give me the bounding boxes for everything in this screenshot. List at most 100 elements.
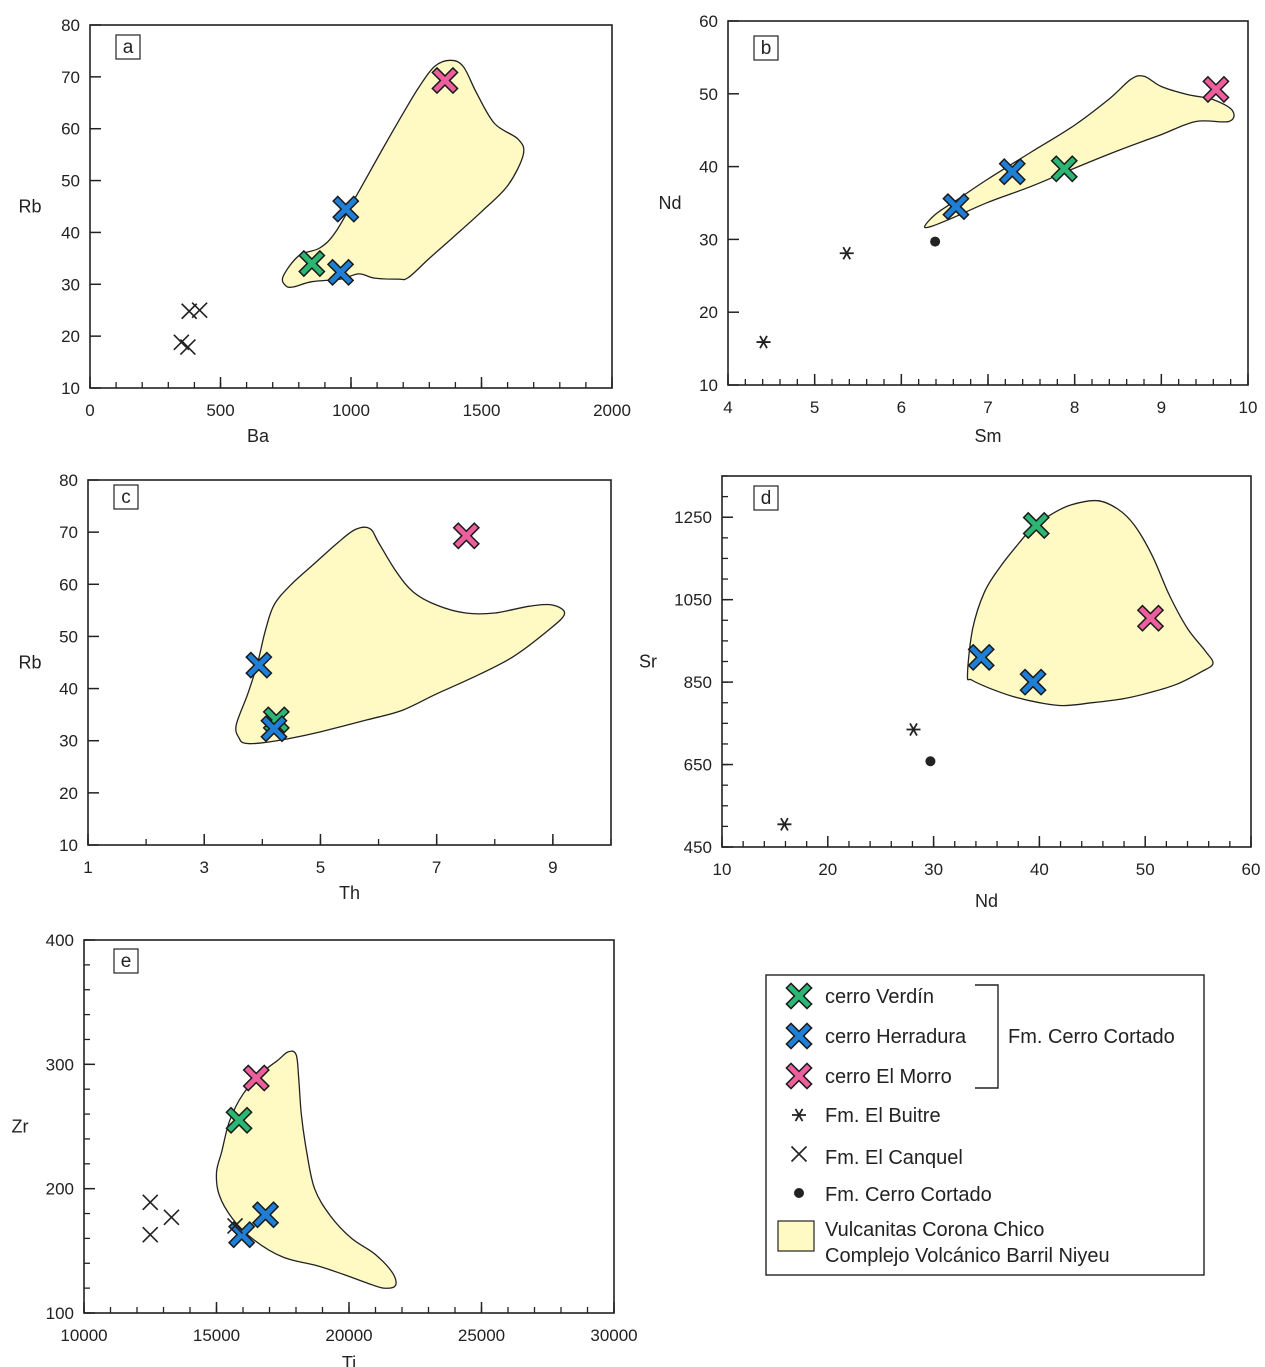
panel-b-x-tick-label: 7: [983, 398, 992, 417]
panel-e: 10000 15000 20000 25000 30000 100 200 300 400 Ti Z…: [12, 931, 638, 1367]
panel-a-x-tick-label: 500: [206, 401, 234, 420]
panel-a-point-x-verdin-0: [298, 249, 326, 278]
panel-d-point-dot-0: [925, 756, 936, 767]
panel-d-point-asterisk-1: [777, 817, 792, 831]
panel-d: 10 20 30 40 50 60 450 650 850 1050 1250 Nd Sr d: [639, 475, 1261, 911]
legend-symbol-x-thin: [790, 1145, 808, 1163]
panel-a-y-tick-label: 40: [61, 223, 80, 242]
panel-a-x-tick-label: 2000: [593, 401, 631, 420]
panel-a-y-tick-label: 80: [61, 16, 80, 35]
panel-d-point-asterisk-0: [906, 722, 921, 737]
panel-b-point-x-herradura-1: [942, 192, 970, 221]
panel-d-x-axis-title: Nd: [975, 891, 998, 911]
legend-field-label-line1: Vulcanitas Corona Chico: [825, 1219, 1044, 1241]
panel-c-y-tick-label: 70: [59, 523, 78, 542]
panel-c-x-tick-label: 3: [199, 858, 208, 877]
panel-a-x-tick-label: 1000: [332, 401, 370, 420]
panel-c-point-x-morro-0: [452, 522, 480, 550]
panel-b-y-tick-label: 10: [699, 376, 718, 395]
legend-symbol-asterisk: [792, 1108, 806, 1122]
legend-label-canquel: Fm. El Canquel: [825, 1147, 963, 1169]
panel-e-point-x-herradura-0: [251, 1201, 280, 1229]
panel-c: 1 3 5 7 9 10 20 30 40 50 60 70 80 Th Rb c: [18, 471, 612, 903]
panels-layer: 0 500 1000 1500 2000 10 20 30 40 50 60 70 80 Ba Rb a 4 5 6…: [12, 12, 1261, 1367]
panel-a-y-tick-label: 30: [61, 275, 80, 294]
panel-d-y-tick-label: 1050: [674, 591, 712, 610]
panel-b-point-asterisk-0: [839, 246, 854, 260]
panel-a-point-x-thin-3: [179, 338, 196, 356]
panel-c-y-tick-label: 10: [59, 836, 78, 855]
panel-a-y-tick-label: 20: [61, 327, 80, 346]
panel-c-y-axis-title: Rb: [18, 653, 41, 673]
panel-e-x-tick-label: 10000: [60, 1326, 107, 1345]
panel-b-x-tick-label: 10: [1239, 398, 1258, 417]
panel-d-point-x-morro-0: [1136, 604, 1165, 632]
panel-d-x-tick-label: 40: [1030, 860, 1049, 879]
panel-d-point-x-verdin-0: [1022, 511, 1050, 540]
panel-e-y-tick-label: 100: [46, 1304, 74, 1323]
panel-b-letter-box: b: [753, 35, 779, 61]
panel-c-x-tick-label: 5: [316, 858, 325, 877]
panel-d-y-tick-label: 850: [684, 673, 712, 692]
panel-a-y-tick-label: 10: [61, 379, 80, 398]
panel-e-point-x-thin-2: [163, 1209, 180, 1226]
panel-a-point-x-morro-0: [431, 66, 459, 95]
panel-c-field-polygon: [235, 526, 566, 745]
panel-a-x-tick-label: 0: [85, 401, 94, 420]
panel-b-x-tick-label: 6: [897, 398, 906, 417]
panel-b: 4 5 6 7 8 9 10 10 20 30 40 50 60 Sm Nd b: [658, 12, 1257, 446]
panel-b-x-tick-label: 9: [1157, 398, 1166, 417]
panel-a-y-tick-label: 70: [61, 68, 80, 87]
panel-b-y-tick-label: 20: [699, 303, 718, 322]
panel-e-y-tick-label: 300: [46, 1055, 74, 1074]
panel-b-point-x-herradura-0: [998, 158, 1026, 186]
panel-a-x-axis-title: Ba: [247, 426, 270, 446]
panel-c-y-tick-label: 80: [59, 471, 78, 490]
panel-c-x-tick-label: 7: [432, 858, 441, 877]
legend-box: [765, 974, 1205, 1276]
legend-symbol-x-morro: [785, 1062, 813, 1090]
panel-d-letter: d: [761, 488, 772, 509]
panel-e-y-tick-label: 400: [46, 931, 74, 950]
panel-a-y-tick-label: 50: [61, 172, 80, 191]
legend-symbol-x-herradura: [785, 1022, 813, 1050]
panel-d-y-tick-label: 1250: [674, 508, 712, 527]
panel-d-x-tick-label: 20: [818, 860, 837, 879]
legend-label-verdin: cerro Verdín: [825, 986, 934, 1008]
panel-b-field-polygon: [923, 75, 1235, 229]
legend-bracket: [975, 984, 999, 1089]
panel-c-x-tick-label: 1: [83, 858, 92, 877]
panel-a-field-polygon: [281, 59, 525, 288]
legend-field-label-line2: Complejo Volcánico Barril Niyeu: [825, 1245, 1110, 1267]
panel-b-point-asterisk-1: [756, 335, 771, 349]
panel-c-letter: c: [121, 487, 131, 508]
legend-symbol-x-verdin: [785, 982, 813, 1010]
panel-c-frame: [87, 479, 612, 846]
panel-a-point-x-herradura-1: [326, 258, 355, 287]
panel-c-point-x-herradura-1: [260, 715, 288, 743]
panel-d-y-axis-title: Sr: [639, 652, 657, 672]
panel-d-y-tick-label: 650: [684, 756, 712, 775]
panel-b-x-tick-label: 4: [723, 398, 732, 417]
legend-symbols: [785, 982, 813, 1198]
panel-b-y-tick-label: 40: [699, 158, 718, 177]
panel-e-point-x-morro-0: [242, 1064, 270, 1092]
panel-d-x-tick-label: 60: [1242, 860, 1261, 879]
panel-e-field-polygon: [215, 1050, 397, 1289]
panel-a-point-x-herradura-0: [332, 195, 360, 223]
panel-b-y-axis-title: Nd: [658, 193, 681, 213]
panel-b-letter: b: [761, 38, 772, 59]
legend-bracket-label: Fm. Cerro Cortado: [1008, 1026, 1175, 1048]
panel-c-y-tick-label: 40: [59, 680, 78, 699]
panel-e-point-x-verdin-0: [225, 1106, 253, 1134]
legend-label-herradura: cerro Herradura: [825, 1026, 967, 1048]
panel-a-point-x-thin-1: [191, 302, 208, 319]
panel-e-x-tick-label: 30000: [590, 1326, 637, 1345]
legend-field-swatch: [777, 1220, 815, 1252]
panel-e-letter-box: e: [113, 948, 139, 974]
panel-d-point-x-herradura-1: [1019, 668, 1047, 696]
panel-a-point-x-thin-2: [173, 334, 190, 351]
panel-b-y-tick-label: 60: [699, 12, 718, 31]
panel-e-point-x-thin-0: [142, 1194, 159, 1211]
